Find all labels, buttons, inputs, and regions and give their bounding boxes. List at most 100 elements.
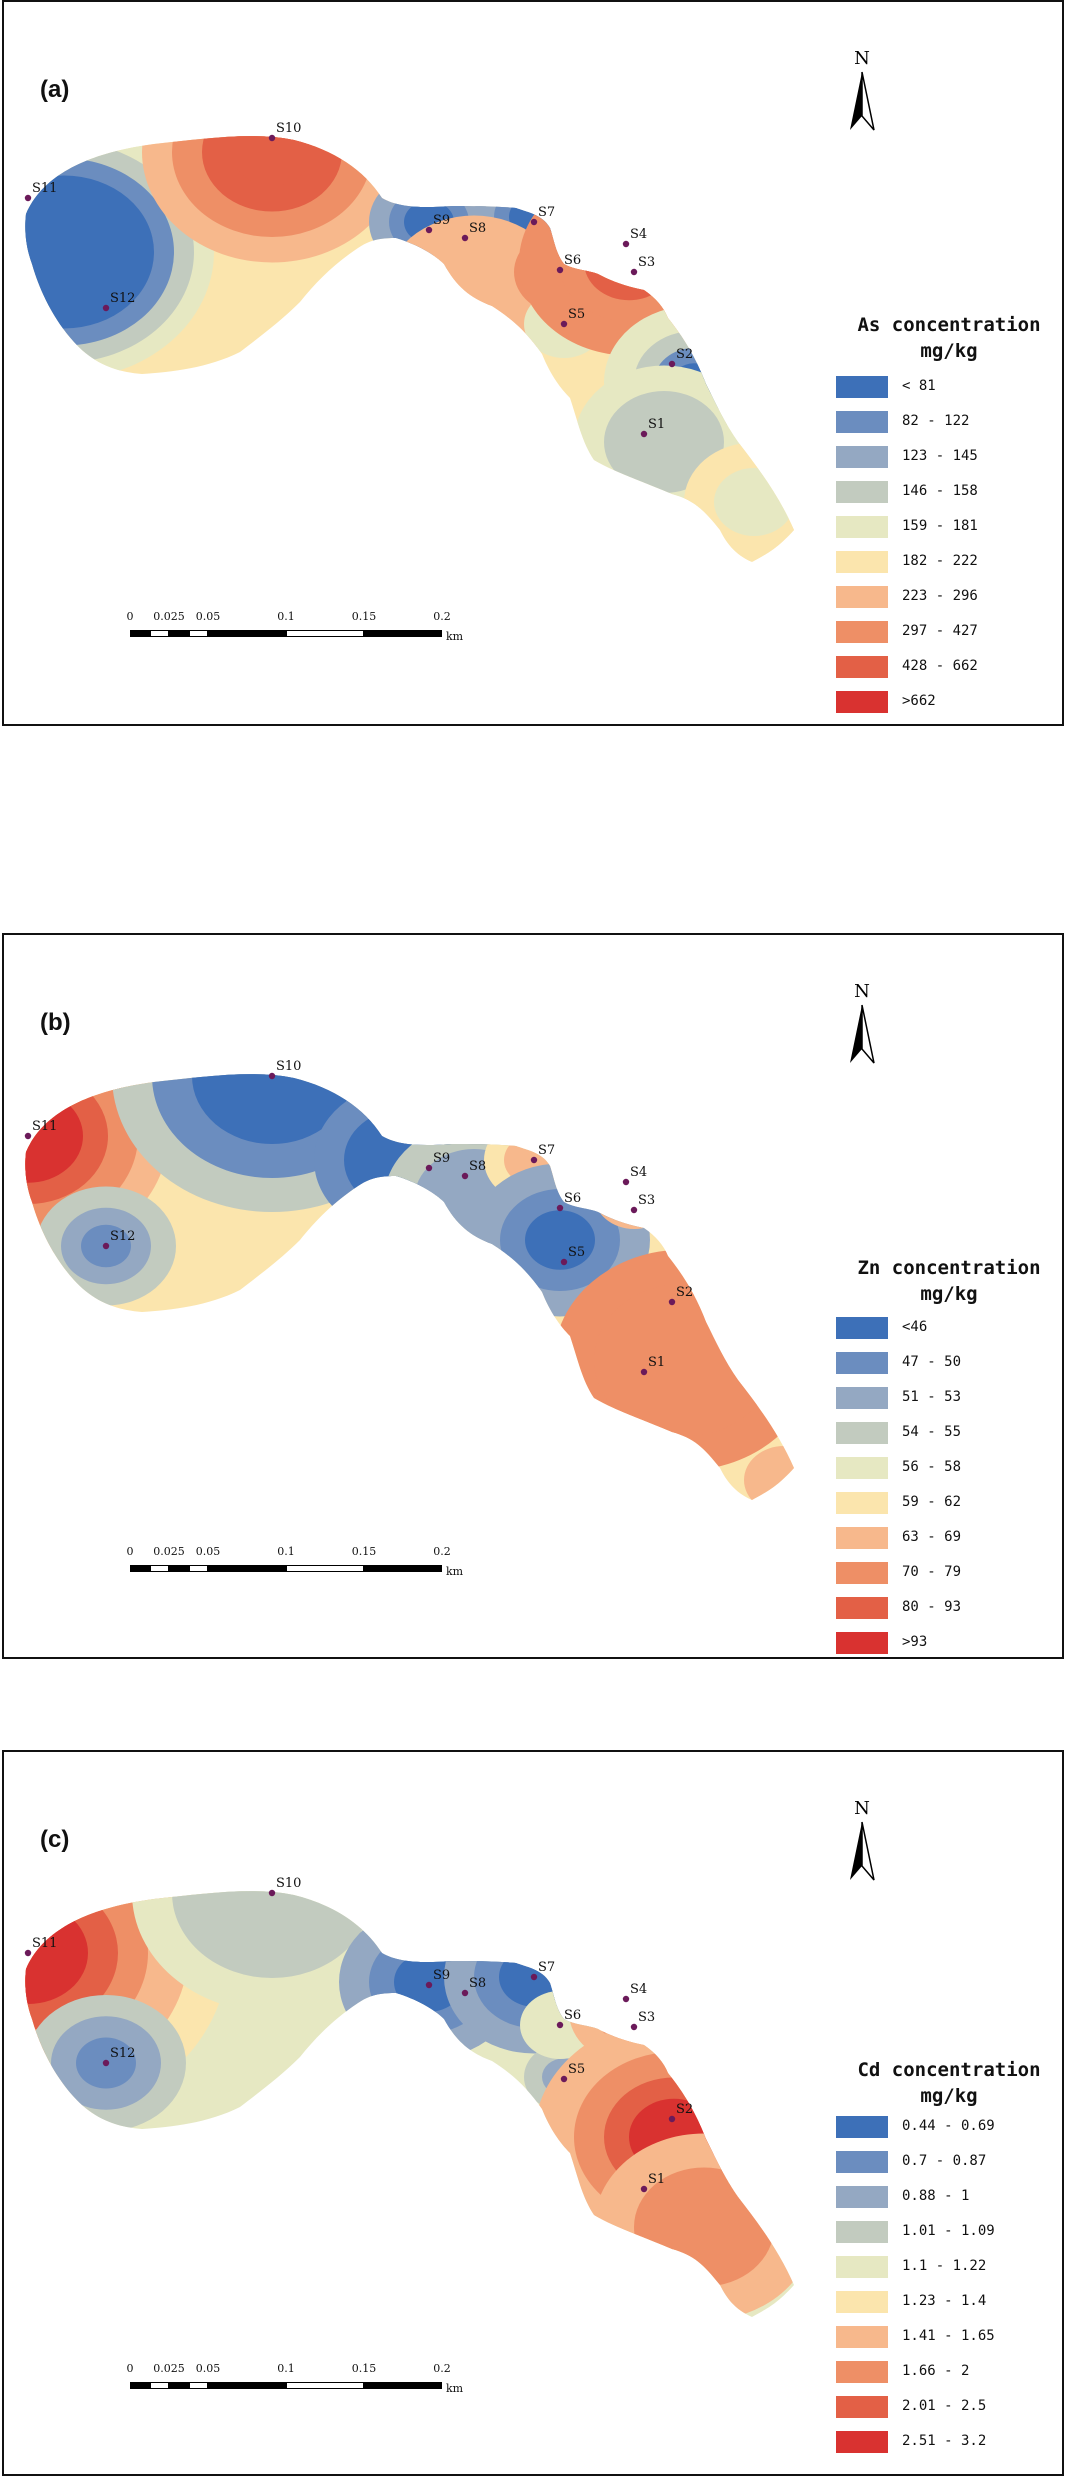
- scale-segment: [169, 2382, 189, 2389]
- north-label: N: [854, 1798, 870, 1819]
- sample-point-marker: [425, 1981, 433, 1989]
- site-label: S4: [630, 1165, 647, 1180]
- scale-tick-label: 0.05: [195, 1545, 221, 1558]
- sample-point-marker: [102, 304, 110, 312]
- site-label: S12: [110, 1229, 135, 1244]
- legend-label: 80 - 93: [902, 1599, 962, 1615]
- site-label: S6: [564, 253, 581, 268]
- site-label: S3: [638, 255, 655, 270]
- legend-entry: <46: [836, 1315, 1056, 1343]
- site-label: S2: [676, 1285, 693, 1300]
- north-arrow-icon: N: [842, 46, 882, 142]
- legend-title-unit: mg/kg: [920, 2085, 978, 2107]
- sample-point-marker: [556, 2021, 564, 2029]
- legend-entry: 59 - 62: [836, 1490, 1056, 1518]
- site-label: S11: [32, 1119, 57, 1134]
- scale-bar: 0 0.025 0.05 0.1 0.15 0.2 km: [127, 2362, 482, 2402]
- site-label: S2: [676, 347, 693, 362]
- sample-point-marker: [268, 1889, 276, 1897]
- sample-point-marker: [425, 226, 433, 234]
- site-label: S2: [676, 2102, 693, 2117]
- site-label: S8: [469, 1976, 486, 1991]
- concentration-map: S1 S2 S3 S4 S5 S6 S7 S8 S9 S10 S11 S12: [24, 1876, 794, 2317]
- legend-entry: 54 - 55: [836, 1420, 1056, 1448]
- scale-segment: [286, 2382, 364, 2389]
- legend-label: 70 - 79: [902, 1564, 962, 1580]
- legend-swatch: [836, 2431, 888, 2453]
- site-label: S7: [538, 1143, 555, 1158]
- sample-point-marker: [268, 1072, 276, 1080]
- concentration-zone: [584, 223, 674, 301]
- legend-title: As concentration mg/kg: [834, 312, 1062, 364]
- legend-swatch: [836, 1632, 888, 1654]
- legend-swatch: [836, 376, 888, 398]
- legend-label: 82 - 122: [902, 413, 970, 429]
- legend-label: 51 - 53: [902, 1389, 962, 1405]
- legend-swatch: [836, 2256, 888, 2278]
- scale-tick-label: 0.15: [351, 2362, 377, 2375]
- legend-label: >93: [902, 1634, 928, 1650]
- site-label: S6: [564, 2008, 581, 2023]
- sample-point-marker: [268, 134, 276, 142]
- scale-unit: km: [446, 630, 464, 643]
- north-label: N: [854, 48, 870, 69]
- legend-entry: 182 - 222: [836, 549, 1056, 577]
- site-label: S1: [648, 417, 665, 432]
- scale-unit: km: [446, 1565, 464, 1578]
- scale-tick-label: 0.1: [277, 2362, 295, 2375]
- scale-bar: 0 0.025 0.05 0.1 0.15 0.2 km: [127, 1545, 482, 1585]
- scale-segment: [208, 2382, 286, 2389]
- sample-point-marker: [640, 430, 648, 438]
- legend-swatch: [836, 2326, 888, 2348]
- legend-entry: 146 - 158: [836, 479, 1056, 507]
- legend-entry: 1.01 - 1.09: [836, 2219, 1056, 2247]
- legend-swatch: [836, 586, 888, 608]
- scale-segment: [188, 630, 208, 637]
- legend-label: 0.7 - 0.87: [902, 2153, 987, 2169]
- site-label: S11: [32, 1936, 57, 1951]
- legend-label: <46: [902, 1319, 928, 1335]
- scale-segment: [169, 630, 189, 637]
- scale-tick-label: 0.025: [153, 610, 185, 623]
- legend-label: 1.23 - 1.4: [902, 2293, 987, 2309]
- panel-label: (a): [40, 76, 70, 103]
- sample-point-marker: [560, 320, 568, 328]
- legend-entry: 1.41 - 1.65: [836, 2324, 1056, 2352]
- sample-point-marker: [461, 1989, 469, 1997]
- sample-point-marker: [24, 1949, 32, 1957]
- site-label: S3: [638, 2010, 655, 2025]
- legend-swatch: [836, 1492, 888, 1514]
- legend-label: 54 - 55: [902, 1424, 962, 1440]
- legend-label: 2.51 - 3.2: [902, 2433, 987, 2449]
- legend-title-line1: As concentration: [857, 314, 1041, 336]
- legend-swatch: [836, 2361, 888, 2383]
- legend-swatch: [836, 446, 888, 468]
- site-label: S10: [276, 121, 301, 136]
- sample-point-marker: [630, 2023, 638, 2031]
- legend-entry: 123 - 145: [836, 444, 1056, 472]
- site-label: S9: [433, 213, 450, 228]
- legend-label: 1.01 - 1.09: [902, 2223, 995, 2239]
- north-label: N: [854, 981, 870, 1002]
- concentration-zone: [714, 468, 794, 536]
- legend-entry: 2.51 - 3.2: [836, 2429, 1056, 2457]
- site-label: S12: [110, 291, 135, 306]
- legend-swatch: [836, 1562, 888, 1584]
- legend-swatch: [836, 481, 888, 503]
- sample-point-marker: [530, 1973, 538, 1981]
- legend-swatch: [836, 2151, 888, 2173]
- scale-segment: [130, 2382, 150, 2389]
- legend-entry: 1.23 - 1.4: [836, 2289, 1056, 2317]
- scale-segment: [188, 1565, 208, 1572]
- sample-point-marker: [622, 1995, 630, 2003]
- concentration-zone: [525, 1210, 595, 1270]
- scale-tick-label: 0.1: [277, 610, 295, 623]
- legend-title: Cd concentration mg/kg: [834, 2057, 1062, 2109]
- site-label: S1: [648, 1355, 665, 1370]
- sample-point-marker: [622, 1178, 630, 1186]
- scale-segment: [169, 1565, 189, 1572]
- legend-label: 63 - 69: [902, 1529, 962, 1545]
- concentration-map: S1 S2 S3 S4 S5 S6 S7 S8 S9 S10 S11 S12: [24, 121, 794, 562]
- legend-swatch: [836, 2186, 888, 2208]
- legend-swatch: [836, 691, 888, 713]
